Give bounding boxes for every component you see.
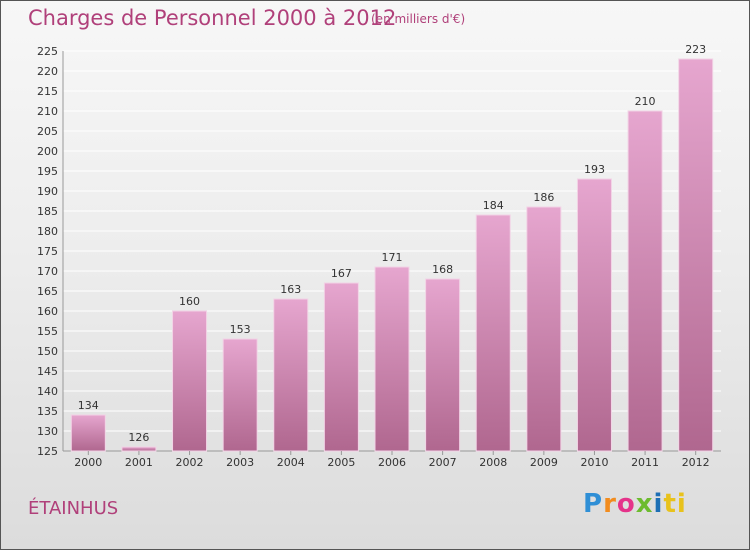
y-tick-label: 160 bbox=[37, 305, 58, 318]
bar-2006 bbox=[374, 266, 410, 452]
data-label-2000: 134 bbox=[78, 399, 99, 412]
bar-2001 bbox=[121, 446, 157, 452]
x-tick-label-2008: 2008 bbox=[479, 456, 507, 469]
x-tick-label-2001: 2001 bbox=[125, 456, 153, 469]
bar-2010 bbox=[576, 178, 612, 452]
data-label-2008: 184 bbox=[483, 199, 504, 212]
y-tick-label: 195 bbox=[37, 165, 58, 178]
bar-2000 bbox=[70, 414, 106, 452]
x-tick-label-2002: 2002 bbox=[176, 456, 204, 469]
x-tick-label-2004: 2004 bbox=[277, 456, 305, 469]
data-label-2005: 167 bbox=[331, 267, 352, 280]
y-tick-label: 180 bbox=[37, 225, 58, 238]
y-tick-label: 130 bbox=[37, 425, 58, 438]
y-tick-label: 125 bbox=[37, 445, 58, 458]
y-tick-label: 140 bbox=[37, 385, 58, 398]
bar-2004 bbox=[273, 298, 309, 452]
bar-2003 bbox=[222, 338, 258, 452]
y-tick-label: 145 bbox=[37, 365, 58, 378]
bar-2008 bbox=[475, 214, 511, 452]
proxiti-logo: Proxiti bbox=[583, 489, 687, 519]
bar-2005 bbox=[323, 282, 359, 452]
chart-subtitle: (en milliers d'€) bbox=[371, 12, 466, 26]
y-tick-label: 170 bbox=[37, 265, 58, 278]
x-tick-label-2010: 2010 bbox=[580, 456, 608, 469]
chart-title: Charges de Personnel 2000 à 2012 bbox=[28, 6, 397, 30]
data-label-2010: 193 bbox=[584, 163, 605, 176]
bar-2007 bbox=[425, 278, 461, 452]
x-tick-label-2011: 2011 bbox=[631, 456, 659, 469]
data-label-2004: 163 bbox=[280, 283, 301, 296]
data-label-2011: 210 bbox=[635, 95, 656, 108]
y-tick-label: 155 bbox=[37, 325, 58, 338]
data-label-2001: 126 bbox=[128, 431, 149, 444]
bar-2011 bbox=[627, 110, 663, 452]
x-tick-label-2000: 2000 bbox=[74, 456, 102, 469]
x-tick-label-2006: 2006 bbox=[378, 456, 406, 469]
x-tick-label-2009: 2009 bbox=[530, 456, 558, 469]
bar-2012 bbox=[678, 58, 714, 452]
bar-2009 bbox=[526, 206, 562, 452]
y-tick-label: 225 bbox=[37, 45, 58, 58]
data-label-2006: 171 bbox=[382, 251, 403, 264]
y-tick-label: 210 bbox=[37, 105, 58, 118]
data-label-2009: 186 bbox=[533, 191, 554, 204]
data-label-2003: 153 bbox=[230, 323, 251, 336]
y-tick-label: 220 bbox=[37, 65, 58, 78]
x-tick-label-2005: 2005 bbox=[327, 456, 355, 469]
commune-name: ÉTAINHUS bbox=[28, 498, 119, 519]
x-tick-label-2003: 2003 bbox=[226, 456, 254, 469]
y-tick-label: 205 bbox=[37, 125, 58, 138]
bar-2002 bbox=[172, 310, 208, 452]
data-label-2002: 160 bbox=[179, 295, 200, 308]
y-tick-label: 190 bbox=[37, 185, 58, 198]
y-tick-label: 215 bbox=[37, 85, 58, 98]
y-tick-label: 150 bbox=[37, 345, 58, 358]
y-tick-label: 185 bbox=[37, 205, 58, 218]
x-tick-label-2012: 2012 bbox=[682, 456, 710, 469]
y-tick-label: 175 bbox=[37, 245, 58, 258]
y-tick-label: 165 bbox=[37, 285, 58, 298]
y-tick-label: 135 bbox=[37, 405, 58, 418]
data-label-2012: 223 bbox=[685, 43, 706, 56]
x-tick-label-2007: 2007 bbox=[429, 456, 457, 469]
data-label-2007: 168 bbox=[432, 263, 453, 276]
y-tick-label: 200 bbox=[37, 145, 58, 158]
